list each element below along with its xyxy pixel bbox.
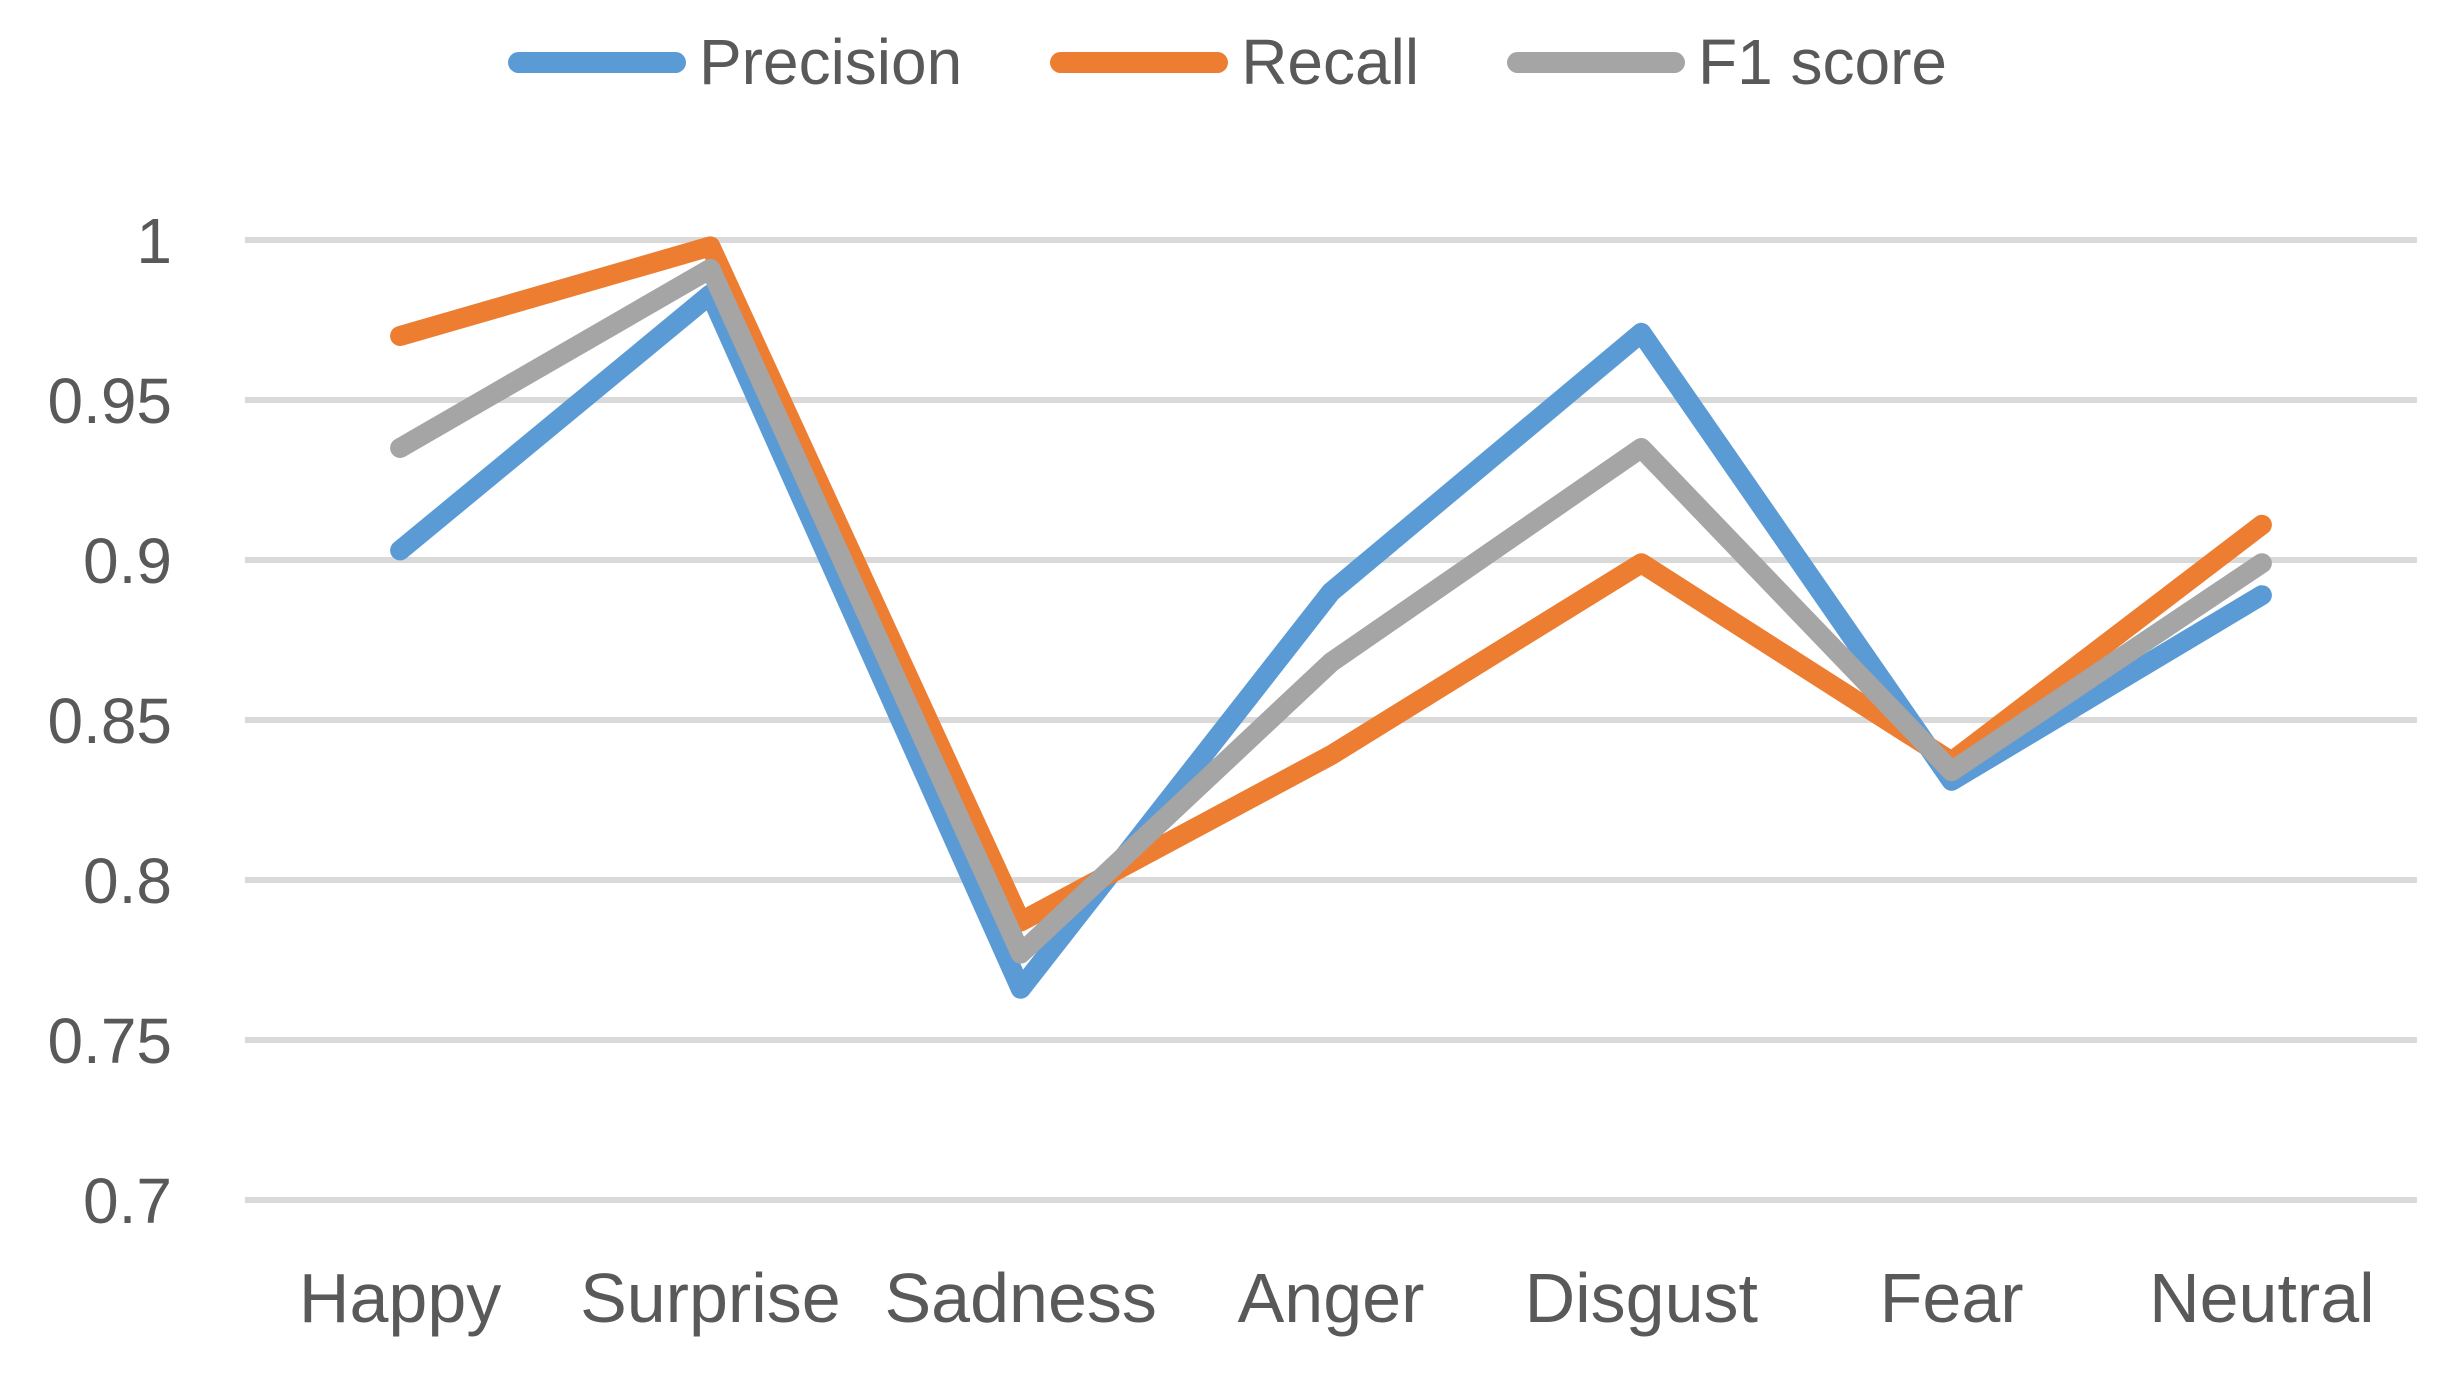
recall-legend-label: Recall (1241, 26, 1420, 98)
x-category-label: Sadness (884, 1259, 1156, 1337)
legend-item-f1-score: F1 score (1507, 30, 1947, 94)
y-tick-label: 0.7 (83, 1165, 172, 1237)
y-tick-label: 1 (136, 205, 172, 277)
y-tick-label: 0.75 (47, 1005, 172, 1077)
x-category-label: Neutral (2149, 1259, 2375, 1337)
x-category-label: Fear (1880, 1259, 2024, 1337)
gridlines (245, 237, 2417, 1203)
x-category-label: Anger (1238, 1259, 1425, 1337)
precision-legend-label: Precision (698, 26, 963, 98)
legend-item-recall: Recall (1050, 30, 1419, 94)
precision-line-swatch-icon (507, 51, 686, 73)
f1-score-legend-label: F1 score (1698, 26, 1948, 98)
recall-line-swatch-icon (1050, 51, 1229, 73)
x-category-label: Disgust (1525, 1259, 1758, 1337)
x-category-label: Surprise (580, 1259, 841, 1337)
y-tick-label: 0.8 (83, 845, 172, 917)
series-line-f1-score (390, 258, 2272, 964)
x-axis-category-labels: Happy Surprise Sadness Anger Disgust Fear Neut… (299, 1259, 2375, 1337)
y-tick-label: 0.95 (47, 365, 172, 437)
series-lines (390, 236, 2272, 999)
chart-legend: Precision Recall F1 score (0, 30, 2455, 94)
legend-item-precision: Precision (507, 26, 963, 98)
y-tick-label: 0.9 (83, 525, 172, 597)
y-axis-tick-labels: 1 0.95 0.9 0.85 0.8 0.75 0.7 (47, 205, 172, 1237)
f1-score-line-swatch-icon (1507, 51, 1686, 73)
x-category-label: Happy (299, 1259, 501, 1337)
y-tick-label: 0.85 (47, 685, 172, 757)
